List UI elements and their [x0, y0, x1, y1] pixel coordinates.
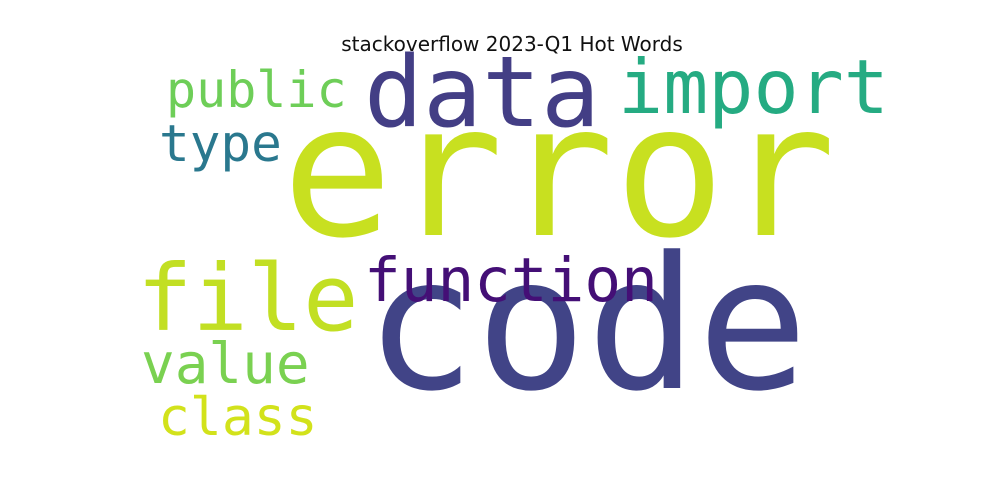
word-import: import [618, 43, 889, 131]
word-function: function [364, 245, 658, 316]
chart-title: stackoverflow 2023-Q1 Hot Words [341, 32, 683, 56]
word-error: error [282, 65, 836, 279]
word-public: public [166, 61, 347, 119]
word-class: class [158, 387, 318, 448]
word-file: file [137, 245, 359, 352]
word-code: code [365, 218, 809, 432]
word-value: value [141, 332, 310, 397]
word-type: type [159, 115, 282, 174]
word-data: data [364, 36, 601, 150]
